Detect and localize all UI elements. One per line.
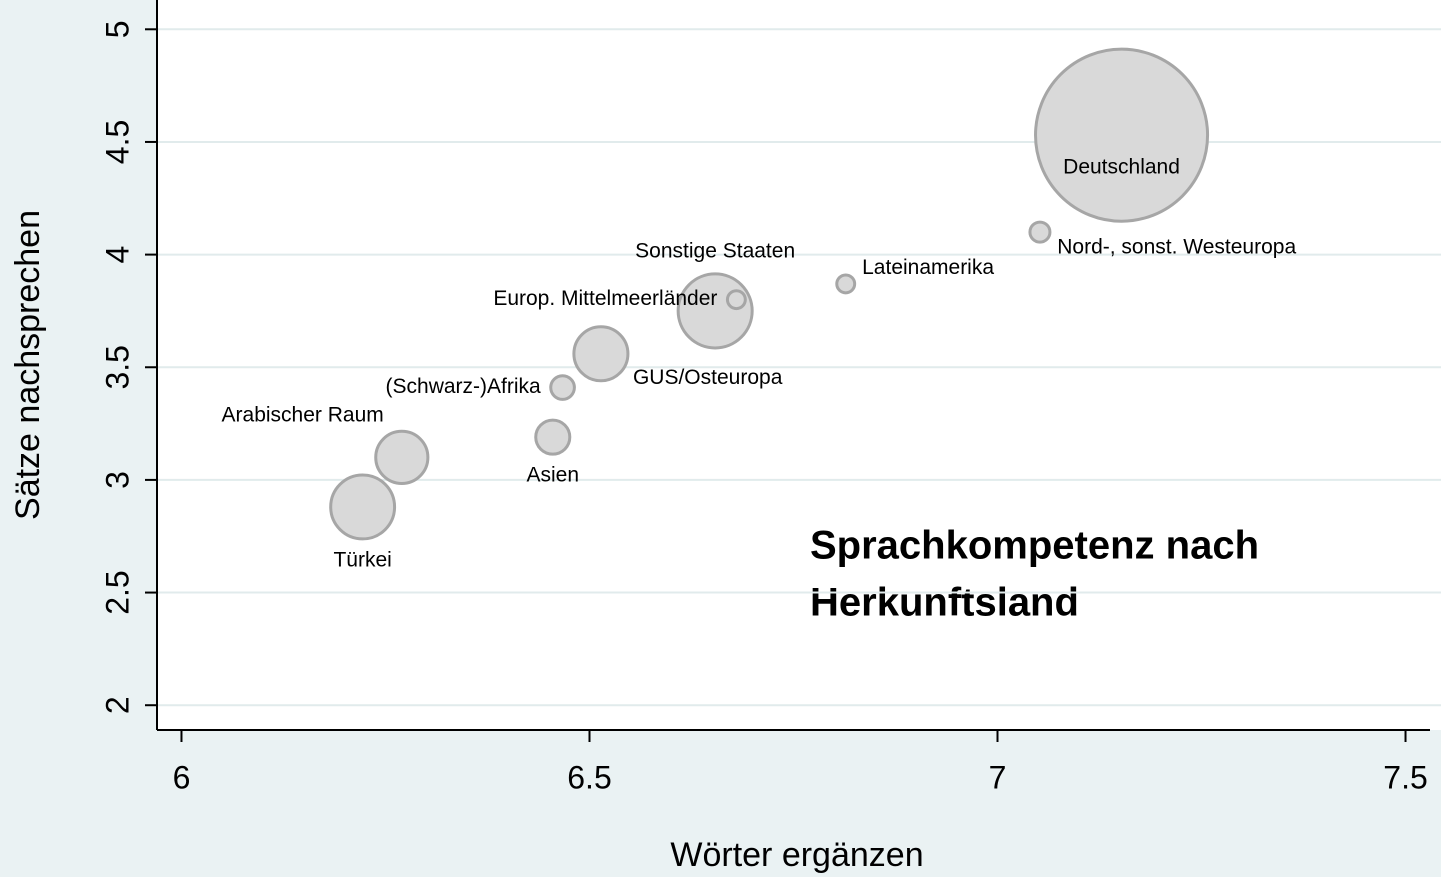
- y-tick-label: 3.5: [99, 345, 135, 389]
- x-tick-label: 7: [989, 759, 1007, 795]
- y-tick-label: 5: [99, 20, 135, 38]
- bubble-label: Deutschland: [1063, 156, 1180, 179]
- bubble-label: (Schwarz-)Afrika: [386, 375, 542, 398]
- bubble: [549, 374, 576, 401]
- y-tick-label: 2: [99, 696, 135, 714]
- bubble-label: Asien: [527, 464, 580, 487]
- annotation: Sprachkompetenz nach: [810, 524, 1259, 568]
- bubble: [676, 272, 754, 350]
- bubble-label: Nord-, sonst. Westeuropa: [1057, 236, 1296, 259]
- x-tick-label: 6.5: [567, 759, 611, 795]
- bubble: [329, 473, 397, 541]
- x-axis-label: Wörter ergänzen: [670, 836, 923, 874]
- bubble-label: Sonstige Staaten: [635, 239, 795, 262]
- bubble: [572, 325, 630, 383]
- bubble-label: Europ. Mittelmeerländer: [493, 287, 717, 310]
- bubble-label: Türkei: [333, 548, 391, 571]
- bubble-label: GUS/Osteuropa: [633, 366, 783, 389]
- bubble: [1034, 47, 1210, 223]
- bubble: [1028, 220, 1052, 244]
- x-tick-label: 7.5: [1383, 759, 1427, 795]
- y-tick-label: 4.5: [99, 120, 135, 164]
- bubble: [374, 429, 430, 485]
- y-axis-label: Sätze nachsprechen: [9, 210, 47, 520]
- bubble: [835, 273, 857, 295]
- bubble: [534, 418, 572, 456]
- x-tick-label: 6: [173, 759, 191, 795]
- bubble: [725, 289, 747, 311]
- plot-area: [157, 0, 1441, 730]
- y-tick-label: 2.5: [99, 570, 135, 614]
- bubble-label: Lateinamerika: [862, 256, 994, 279]
- bubble-label: Arabischer Raum: [222, 403, 384, 426]
- y-tick-label: 4: [99, 246, 135, 264]
- annotation: Herkunftsland: [810, 581, 1079, 625]
- y-tick-label: 3: [99, 471, 135, 489]
